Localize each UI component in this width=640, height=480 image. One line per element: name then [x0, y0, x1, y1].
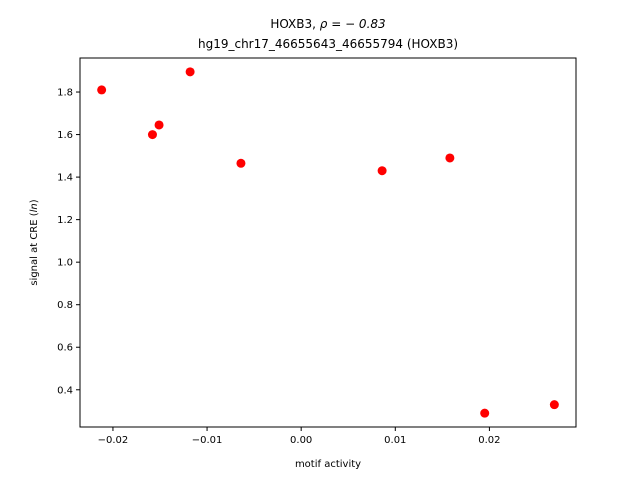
data-point [154, 120, 164, 130]
y-tick-label: 0.4 [57, 385, 73, 396]
data-point [480, 408, 490, 418]
x-tick-label: 0.02 [478, 435, 500, 446]
y-axis-label-math: ln [29, 203, 40, 212]
y-tick-label: 1.0 [57, 258, 73, 269]
y-axis-label-prefix: signal at CRE ( [29, 212, 40, 285]
data-point [147, 130, 157, 140]
chart-title-prefix: HOXB3, [270, 17, 319, 31]
chart-title-rho: ρ = − 0.83 [320, 17, 386, 31]
x-axis-label: motif activity [295, 459, 361, 470]
data-point [377, 166, 387, 176]
y-tick-label: 1.4 [57, 173, 73, 184]
x-tick-label: 0.00 [290, 435, 312, 446]
data-point [97, 85, 107, 95]
x-tick-label: 0.01 [384, 435, 406, 446]
data-point [185, 67, 195, 77]
x-tick-label: −0.02 [98, 435, 129, 446]
chart-title-line2: hg19_chr17_46655643_46655794 (HOXB3) [198, 37, 458, 51]
axes-frame [79, 57, 577, 428]
y-tick-label: 0.6 [57, 343, 73, 354]
chart-title-line1: HOXB3, ρ = − 0.83 [270, 17, 385, 31]
data-point [236, 158, 246, 168]
data-point [445, 153, 455, 163]
y-tick-label: 1.8 [57, 88, 73, 99]
y-axis-label-suffix: ) [29, 199, 40, 203]
data-point [549, 400, 559, 410]
y-axis-label: signal at CRE (ln) [29, 199, 40, 285]
y-tick-label: 0.8 [57, 300, 73, 311]
y-tick-label: 1.2 [57, 215, 73, 226]
x-tick-label: −0.01 [192, 435, 223, 446]
y-tick-label: 1.6 [57, 130, 73, 141]
plot-area: −0.02 −0.01 0.00 0.01 0.02 0.4 0.6 0.8 1.0 1.2 1.4… [57, 67, 559, 446]
